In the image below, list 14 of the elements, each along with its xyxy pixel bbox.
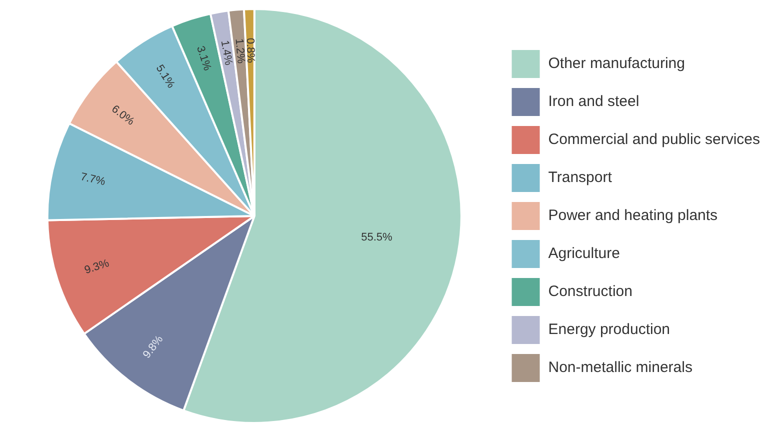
legend-label: Commercial and public services	[548, 131, 760, 148]
legend-label: Other manufacturing	[548, 55, 686, 72]
legend-label: Iron and steel	[548, 93, 640, 110]
legend-label: Energy production	[548, 321, 670, 338]
data-label: 3.1%	[194, 44, 214, 72]
legend-label: Power and heating plants	[548, 207, 718, 224]
data-label: 1.4%	[218, 39, 234, 66]
legend-label: Agriculture	[548, 245, 620, 262]
legend-label: Construction	[548, 283, 632, 300]
legend-label: Non-metallic minerals	[548, 359, 692, 376]
legend-label: Transport	[548, 169, 613, 186]
data-label: 55.5%	[361, 232, 392, 244]
data-label: 7.7%	[79, 171, 107, 188]
data-label: 9.3%	[83, 257, 111, 277]
